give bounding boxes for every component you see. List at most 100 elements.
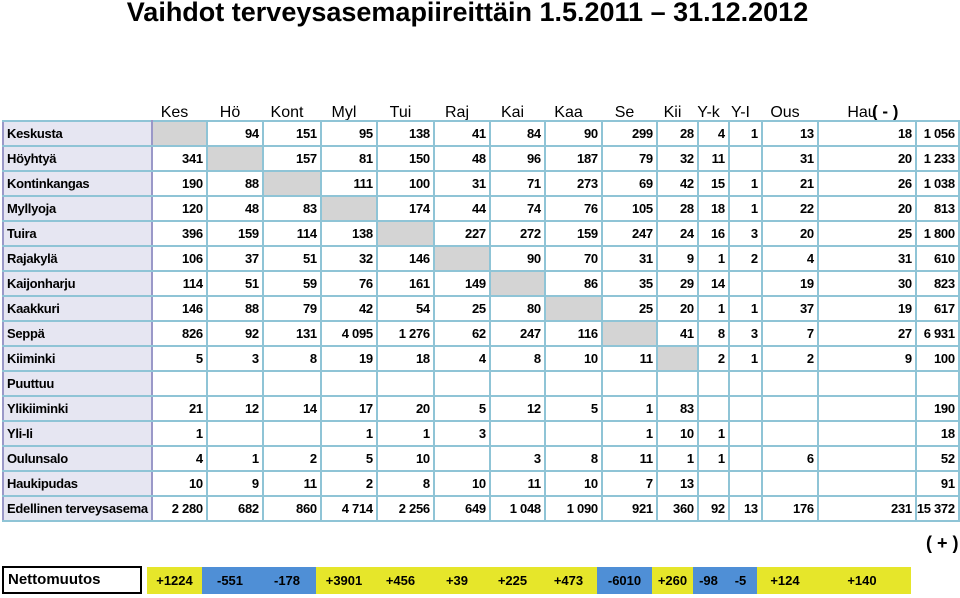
table-cell [206,146,264,172]
table-cell: 2 [262,446,322,472]
table-cell [376,221,435,247]
table-cell: 5 [151,346,208,372]
table-cell: 3 [489,446,546,472]
netto-value: +140 [813,567,911,594]
row-name: Ylikiiminki [2,396,153,422]
table-cell: 190 [151,171,208,197]
table-cell: 48 [206,196,264,222]
table-cell: 1 276 [376,321,435,347]
table-cell: 682 [206,496,264,522]
table-row: Myllyoja 120 48 83 174 44 74 76 105 28 18 1 22 20 813 [2,196,960,222]
row-total: 823 [915,271,960,297]
table-cell [817,446,917,472]
table-cell: 2 [697,346,730,372]
table-cell [817,396,917,422]
table-cell [761,396,819,422]
row-name: Seppä [2,321,153,347]
table-cell: 12 [489,396,546,422]
table-cell: 54 [376,296,435,322]
table-cell [433,371,491,397]
table-cell [817,471,917,497]
table-cell: 299 [601,120,658,147]
table-cell: 9 [206,471,264,497]
table-cell: 1 [376,421,435,447]
netto-value: +260 [652,567,693,594]
table-cell: 11 [262,471,322,497]
table-cell: 4 [761,246,819,272]
table-cell: 1 048 [489,496,546,522]
table-cell [601,321,658,347]
netto-value: +225 [485,567,540,594]
row-total: 15 372 [915,496,960,522]
table-cell [151,120,208,147]
table-cell: 90 [544,120,603,147]
table-cell: 16 [697,221,730,247]
table-cell: 3 [728,221,763,247]
row-name: Tuira [2,221,153,247]
table-row: Keskusta 94 151 95 138 41 84 90 299 28 4 1 13 18 1 056 [2,120,960,147]
column-header: Kaa [554,104,583,121]
table-cell: 149 [433,271,491,297]
table-cell: 227 [433,221,491,247]
table-cell: 114 [262,221,322,247]
netto-value: +124 [757,567,813,594]
table-cell: 4 [433,346,491,372]
table-cell: 22 [761,196,819,222]
table-cell: 11 [601,446,658,472]
table-cell [151,371,208,397]
table-cell: 51 [206,271,264,297]
column-header: Myl [331,104,357,121]
column-header: Hau [847,104,877,121]
table-cell: 176 [761,496,819,522]
table-cell: 4 [697,120,730,147]
table-cell: 95 [320,120,378,147]
table-cell: 1 [728,346,763,372]
table-cell [728,471,763,497]
row-name: Keskusta [2,120,153,147]
table-cell: 96 [489,146,546,172]
row-total: 1 800 [915,221,960,247]
table-cell: 27 [817,321,917,347]
row-total: 91 [915,471,960,497]
table-cell: 1 [697,246,730,272]
table-cell: 11 [489,471,546,497]
table-cell [489,271,546,297]
netto-value: -98 [693,567,724,594]
column-header: Se [614,104,635,121]
row-total: 617 [915,296,960,322]
table-cell: 20 [376,396,435,422]
table-cell: 59 [262,271,322,297]
table-cell: 120 [151,196,208,222]
table-row: Kaijonharju 114 51 59 76 161 149 86 35 29 14 19 30 82… [2,271,960,297]
table-cell: 28 [656,196,699,222]
table-cell: 81 [320,146,378,172]
table-cell [544,421,603,447]
table-cell: 2 [320,471,378,497]
table-row: Tuira 396 159 114 138 227 272 159 247 24 16 3 20 25 1 … [2,221,960,247]
table-cell: 360 [656,496,699,522]
table-cell [817,371,917,397]
table-cell: 10 [376,446,435,472]
table-cell: 231 [817,496,917,522]
row-total: 1 233 [915,146,960,172]
table-cell [697,471,730,497]
table-cell [817,421,917,447]
table-cell: 92 [697,496,730,522]
table-cell: 1 [728,120,763,147]
table-cell: 7 [601,471,658,497]
column-header: Raj [444,104,469,121]
table-cell: 273 [544,171,603,197]
table-row: Ylikiiminki 21 12 14 17 20 5 12 5 1 83 190 [2,396,960,422]
table-cell: 83 [262,196,322,222]
table-cell: 2 [761,346,819,372]
table-cell [728,371,763,397]
table-cell: 1 [206,446,264,472]
row-name: Höyhtyä [2,146,153,172]
column-header: Kai [500,104,525,121]
table-cell: 138 [376,120,435,147]
table-cell [728,271,763,297]
table-cell: 84 [489,120,546,147]
table-cell [376,371,435,397]
table-cell: 272 [489,221,546,247]
netto-value: -178 [258,567,316,594]
